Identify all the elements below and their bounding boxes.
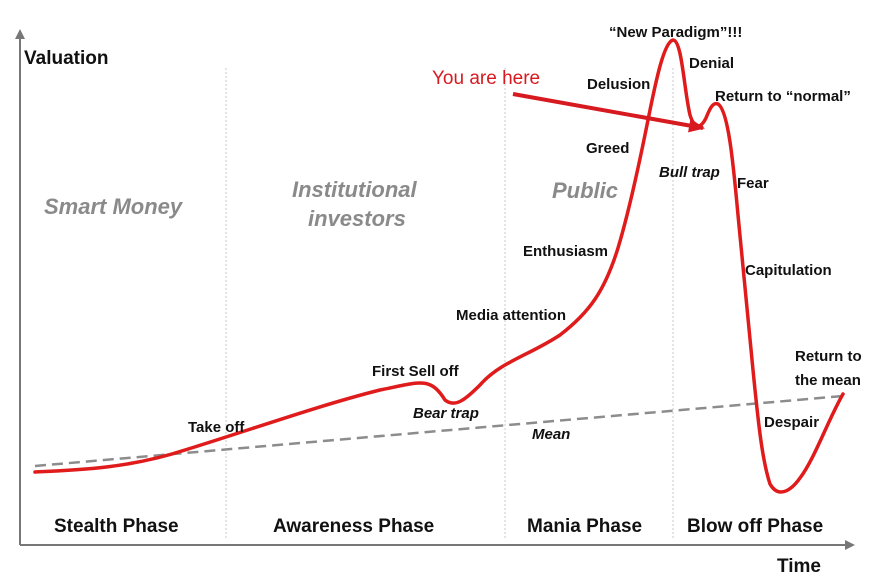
phase-stealth: Stealth Phase — [54, 516, 179, 537]
y-axis-label: Valuation — [24, 48, 108, 69]
you-are-here-arrow — [512, 92, 705, 133]
label-mean: Mean — [532, 426, 570, 443]
label-take-off: Take off — [188, 419, 245, 436]
label-bear-trap: Bear trap — [413, 405, 479, 422]
phase-mania: Mania Phase — [527, 516, 642, 537]
group-institutional-line1: Institutional — [292, 177, 418, 202]
group-institutional-line2: investors — [308, 206, 406, 231]
label-delusion: Delusion — [587, 76, 650, 93]
label-return-to-mean-line1: Return to — [795, 348, 862, 365]
label-capitulation: Capitulation — [745, 262, 832, 279]
label-enthusiasm: Enthusiasm — [523, 243, 608, 260]
you-are-here-label: You are here — [432, 68, 540, 89]
label-media-attention: Media attention — [456, 307, 566, 324]
label-first-sell-off: First Sell off — [372, 363, 460, 380]
phase-blow-off: Blow off Phase — [687, 516, 823, 537]
group-public: Public — [552, 178, 618, 203]
label-fear: Fear — [737, 175, 769, 192]
phase-awareness: Awareness Phase — [273, 516, 434, 537]
valuation-curve — [33, 38, 845, 494]
label-new-paradigm: “New Paradigm”!!! — [609, 24, 742, 41]
x-axis-label: Time — [777, 556, 821, 577]
label-despair: Despair — [764, 414, 819, 431]
label-return-to-mean-line2: the mean — [795, 372, 861, 389]
label-denial: Denial — [689, 55, 734, 72]
label-greed: Greed — [586, 140, 629, 157]
label-bull-trap: Bull trap — [659, 164, 720, 181]
group-smart-money: Smart Money — [44, 194, 184, 219]
label-return-to-normal: Return to “normal” — [715, 88, 851, 105]
